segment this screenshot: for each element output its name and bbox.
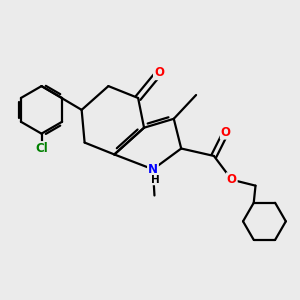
- Text: O: O: [221, 126, 231, 139]
- Text: O: O: [154, 66, 164, 79]
- Text: Cl: Cl: [35, 142, 48, 155]
- Text: O: O: [227, 173, 237, 186]
- Text: N: N: [148, 163, 158, 176]
- Text: H: H: [151, 175, 160, 185]
